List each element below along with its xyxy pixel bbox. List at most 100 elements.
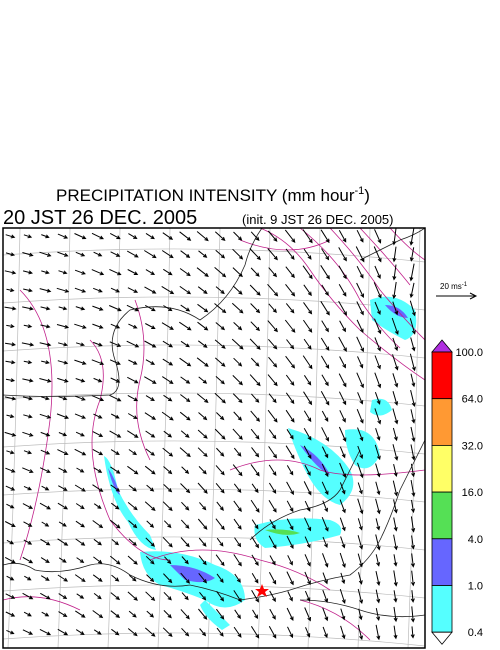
wind-arrow [357, 462, 364, 479]
wind-arrow [109, 555, 121, 565]
colorbar-label: 0.4 [468, 627, 483, 639]
wind-arrow [162, 627, 173, 637]
wind-arrow [392, 301, 399, 316]
wind-arrow [321, 517, 329, 532]
wind-arrow [339, 499, 346, 514]
wind-arrow [4, 396, 17, 401]
wind-arrow [233, 626, 242, 638]
wind-arrow [232, 428, 243, 440]
wind-arrow [145, 323, 156, 329]
wind-arrow [93, 538, 102, 546]
wind-arrow [285, 303, 295, 314]
wind-arrow [338, 230, 347, 243]
wind-arrow [93, 629, 102, 635]
wind-arrow [216, 591, 225, 602]
wind-arrow [91, 232, 104, 240]
wind-arrow [23, 611, 32, 617]
wind-arrow [267, 230, 278, 242]
wind-arrow [144, 501, 156, 512]
wind-arrow [391, 317, 399, 336]
wind-arrow [180, 537, 190, 548]
wind-arrow [75, 629, 85, 635]
wind-arrow [109, 268, 122, 276]
wind-arrow [39, 502, 51, 510]
contours [3, 228, 425, 641]
wind-arrow [356, 336, 364, 353]
wind-arrow [302, 355, 313, 370]
wind-arrow [268, 338, 278, 350]
wind-arrow [393, 570, 398, 587]
wind-arrow [23, 450, 33, 455]
wind-arrow [320, 265, 330, 280]
wind-arrow [75, 378, 86, 383]
wind-arrow [197, 321, 209, 331]
wind-legend-text: 20 ms [440, 282, 462, 291]
wind-arrow [74, 233, 87, 240]
wind-arrow [91, 359, 105, 365]
wind-arrow [127, 555, 138, 565]
wind-arrow [76, 593, 85, 599]
wind-arrow [216, 573, 224, 583]
colorbar-label: 32.0 [462, 440, 483, 452]
wind-arrow [93, 377, 103, 383]
wind-arrow [286, 429, 294, 440]
wind-arrow [75, 342, 85, 347]
wind-arrow [269, 590, 276, 603]
wind-arrow [268, 393, 277, 404]
wind-arrow [4, 431, 17, 437]
wind-arrow [92, 431, 104, 437]
wind-arrow [216, 627, 224, 637]
wind-arrow [338, 391, 347, 406]
wind-arrow [126, 340, 140, 348]
wind-arrow [41, 485, 50, 491]
wind-arrow [92, 610, 104, 619]
grid-line [3, 296, 425, 311]
wind-arrow [268, 535, 277, 550]
wind-arrow [410, 590, 415, 603]
wind-vectors [4, 228, 416, 641]
colorbar-segment [431, 444, 453, 493]
wind-arrow [233, 411, 243, 421]
wind-arrow [410, 553, 415, 568]
wind-arrow [74, 484, 86, 492]
wind-arrow [74, 359, 87, 365]
wind-arrow [111, 574, 120, 582]
wind-arrow [249, 374, 261, 387]
wind-arrow [22, 252, 34, 257]
wind-arrow [357, 445, 364, 460]
wind-arrow [127, 269, 139, 275]
wind-arrow [340, 608, 346, 621]
wind-arrow [286, 571, 294, 586]
wind-arrow [410, 409, 416, 424]
wind-arrow [6, 575, 15, 581]
wind-arrow [267, 283, 279, 297]
wind-arrow [287, 626, 294, 639]
wind-arrow [321, 320, 329, 333]
wind-arrow [303, 375, 312, 386]
wind-arrow [356, 319, 364, 334]
wind-arrow [374, 301, 381, 316]
wind-arrow [410, 373, 416, 388]
title-superscript: -1 [355, 185, 365, 197]
wind-arrow [392, 391, 399, 406]
wind-arrow [22, 378, 34, 383]
wind-arrow [128, 449, 138, 456]
wind-arrow [58, 306, 68, 311]
wind-arrow [164, 556, 172, 565]
wind-arrow [321, 463, 329, 478]
wind-arrow [339, 552, 346, 569]
wind-arrow [75, 520, 86, 528]
wind-arrow [93, 251, 103, 257]
wind-arrow [4, 270, 17, 275]
wind-arrow [198, 376, 208, 384]
wind-arrow [304, 536, 311, 549]
wind-arrow [286, 518, 294, 531]
wind-arrow [392, 281, 397, 300]
wind-arrow [358, 608, 363, 621]
wind-arrow [303, 428, 312, 441]
wind-arrow [374, 444, 381, 461]
wind-arrow [180, 430, 190, 438]
wind-arrow [305, 627, 311, 638]
wind-arrow [180, 572, 191, 584]
wind-arrow [75, 431, 85, 437]
